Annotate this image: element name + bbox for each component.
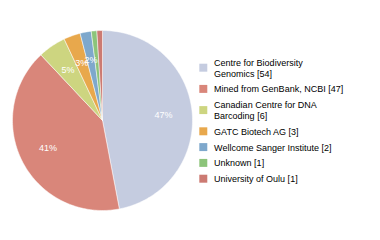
svg-text:2%: 2% bbox=[85, 55, 98, 65]
svg-text:University of Oulu [1]: University of Oulu [1] bbox=[214, 174, 298, 184]
svg-text:GATC Biotech AG [3]: GATC Biotech AG [3] bbox=[214, 127, 298, 137]
svg-text:5%: 5% bbox=[62, 65, 75, 75]
svg-text:3%: 3% bbox=[75, 57, 89, 68]
svg-text:Mined from GenBank, NCBI [47]: Mined from GenBank, NCBI [47] bbox=[214, 84, 343, 94]
svg-text:Canadian Centre for DNABarcodi: Canadian Centre for DNABarcoding [6] bbox=[214, 100, 317, 121]
svg-text:47%: 47% bbox=[154, 110, 172, 120]
svg-text:Centre for BiodiversityGenomic: Centre for BiodiversityGenomics [54] bbox=[214, 58, 303, 79]
svg-text:Wellcome Sanger Institute [2]: Wellcome Sanger Institute [2] bbox=[214, 143, 331, 153]
svg-text:Unknown [1]: Unknown [1] bbox=[214, 158, 264, 168]
svg-text:41%: 41% bbox=[39, 143, 57, 153]
